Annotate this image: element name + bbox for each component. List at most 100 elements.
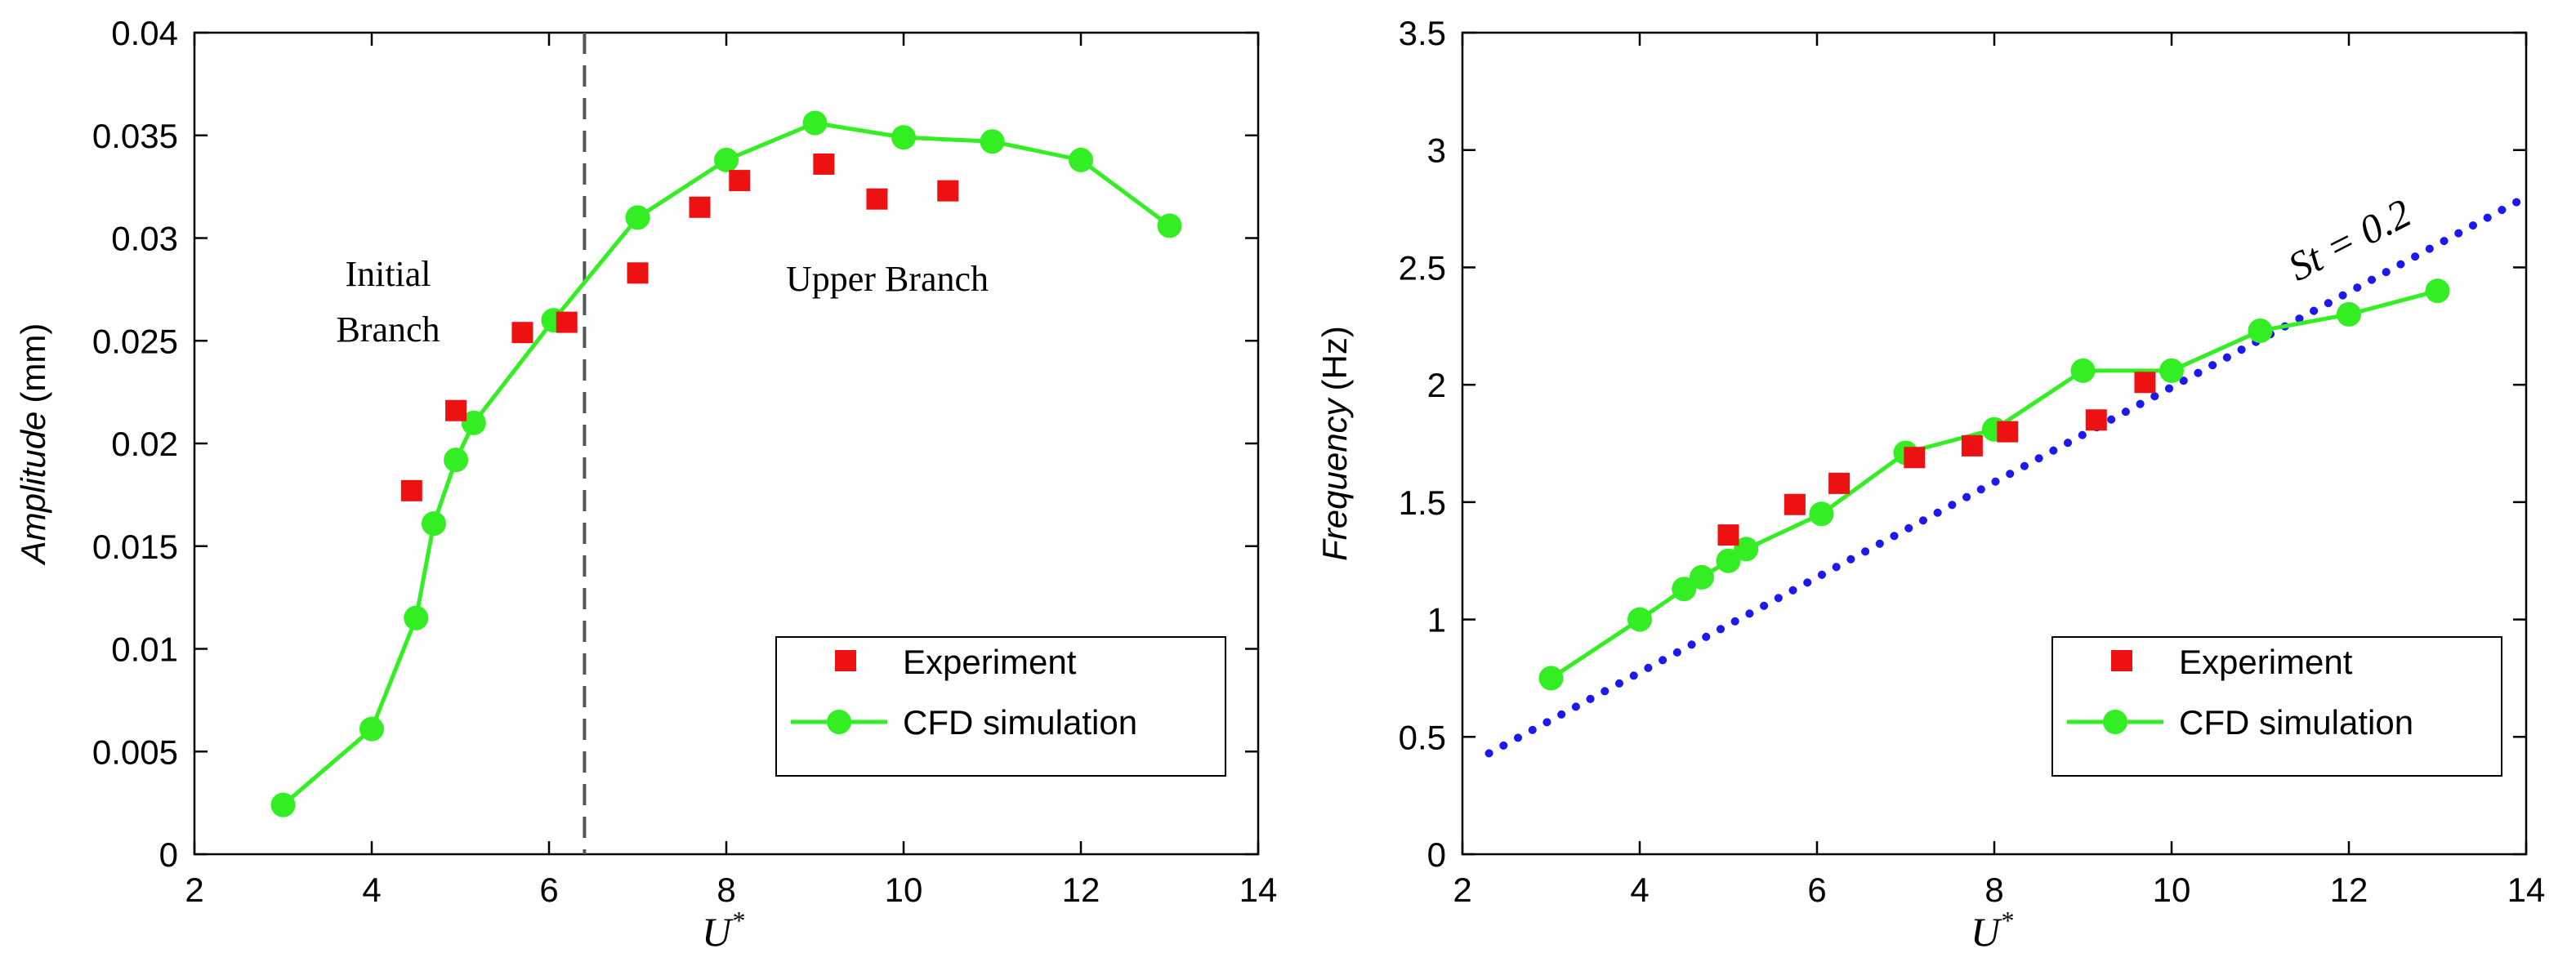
amplitude-cfd-point bbox=[1157, 213, 1182, 238]
amplitude-cfd-point bbox=[1069, 147, 1093, 172]
amplitude-x-tick-label: 4 bbox=[362, 871, 381, 909]
frequency-x-axis-label-sup: * bbox=[2000, 906, 2013, 935]
frequency-cfd-series bbox=[1538, 278, 2450, 691]
amplitude-y-axis-label: Amplitude (mm) bbox=[14, 323, 52, 567]
amplitude-x-axis-label-sup: * bbox=[731, 906, 744, 935]
frequency-y-tick-label: 2 bbox=[1427, 366, 1446, 404]
frequency-x-tick-label: 12 bbox=[2330, 871, 2368, 909]
frequency-legend-cfd-label: CFD simulation bbox=[2179, 703, 2413, 742]
frequency-y-tick-label: 1.5 bbox=[1399, 483, 1446, 522]
frequency-x-tick-label: 10 bbox=[2153, 871, 2191, 909]
amplitude-y-tick-label: 0.035 bbox=[92, 117, 178, 155]
initial-branch-annotation-line2: Branch bbox=[336, 310, 440, 350]
frequency-x-tick-label: 14 bbox=[2507, 871, 2546, 909]
amplitude-x-tick-label: 12 bbox=[1062, 871, 1100, 909]
frequency-x-tick-label: 8 bbox=[1984, 871, 2003, 909]
amplitude-cfd-point bbox=[359, 716, 384, 742]
amplitude-x-tick-label: 6 bbox=[539, 871, 558, 909]
frequency-cfd-point bbox=[1627, 607, 1652, 632]
frequency-experiment-point bbox=[1997, 421, 2019, 443]
frequency-experiment-point bbox=[1717, 524, 1739, 546]
amplitude-cfd-point bbox=[802, 110, 828, 136]
initial-branch-annotation: Initial bbox=[345, 254, 431, 294]
frequency-x-tick-label: 2 bbox=[1453, 871, 1471, 909]
amplitude-cfd-point bbox=[270, 792, 296, 817]
amplitude-legend-experiment-marker bbox=[835, 650, 856, 671]
frequency-experiment-point bbox=[1784, 493, 1806, 515]
amplitude-x-axis-label: U* bbox=[702, 906, 744, 955]
amplitude-cfd-point bbox=[404, 605, 429, 630]
amplitude-cfd-line bbox=[281, 121, 1171, 807]
amplitude-experiment-point bbox=[866, 188, 888, 210]
upper-branch-annotation: Upper Branch bbox=[786, 259, 989, 299]
frequency-y-tick-label: 0 bbox=[1427, 835, 1446, 874]
amplitude-cfd-point bbox=[891, 125, 916, 150]
frequency-experiment-point bbox=[2134, 372, 2156, 394]
frequency-x-axis-ticks: 2 4 6 8 10 12 14 bbox=[1453, 33, 2545, 909]
amplitude-y-tick-label: 0.04 bbox=[111, 14, 178, 52]
frequency-y-axis-ticks: 0 0.5 1 1.5 2 2.5 3 3.5 bbox=[1399, 14, 2526, 874]
amplitude-y-tick-label: 0.01 bbox=[111, 630, 178, 669]
frequency-x-axis-label-main: U bbox=[1971, 909, 2002, 955]
amplitude-y-tick-label: 0.025 bbox=[92, 322, 178, 360]
amplitude-experiment-point bbox=[937, 180, 959, 202]
frequency-y-axis-label-unit: (Hz) bbox=[1315, 326, 1354, 390]
frequency-x-axis-label: U* bbox=[1971, 906, 2013, 955]
amplitude-x-tick-label: 14 bbox=[1239, 871, 1278, 909]
strouhal-line bbox=[1484, 193, 2530, 758]
amplitude-cfd-point bbox=[461, 410, 486, 435]
amplitude-legend: Experiment CFD simulation bbox=[775, 636, 1226, 777]
frequency-y-axis-label: Frequency (Hz) bbox=[1315, 326, 1354, 561]
amplitude-cfd-point bbox=[625, 205, 650, 230]
amplitude-legend-experiment-label: Experiment bbox=[903, 643, 1077, 681]
frequency-legend-experiment-label: Experiment bbox=[2179, 643, 2353, 681]
frequency-experiment-point bbox=[1828, 472, 1851, 494]
amplitude-y-tick-label: 0.015 bbox=[92, 528, 178, 566]
frequency-cfd-point bbox=[1809, 501, 1834, 527]
frequency-x-tick-label: 4 bbox=[1630, 871, 1649, 909]
frequency-legend-experiment-marker bbox=[2111, 650, 2132, 671]
amplitude-experiment-point bbox=[627, 262, 649, 284]
amplitude-x-tick-label: 2 bbox=[185, 871, 203, 909]
amplitude-cfd-point bbox=[980, 129, 1005, 154]
amplitude-x-axis-ticks: 2 4 6 8 10 12 14 bbox=[185, 33, 1277, 909]
frequency-x-tick-label: 6 bbox=[1807, 871, 1826, 909]
amplitude-x-axis-label-main: U bbox=[702, 909, 734, 955]
frequency-legend: Experiment CFD simulation bbox=[2051, 636, 2502, 777]
frequency-experiment-point bbox=[2085, 409, 2107, 431]
frequency-y-tick-label: 3 bbox=[1427, 131, 1446, 170]
amplitude-experiment-point bbox=[689, 196, 711, 218]
amplitude-y-axis-label-italic: Amplitude bbox=[14, 412, 52, 567]
amplitude-experiment-point bbox=[729, 170, 751, 192]
amplitude-x-tick-label: 8 bbox=[717, 871, 735, 909]
amplitude-y-tick-label: 0 bbox=[159, 835, 178, 874]
frequency-experiment-point bbox=[1961, 434, 1983, 457]
frequency-cfd-point bbox=[2159, 358, 2184, 383]
frequency-cfd-point bbox=[1672, 577, 1697, 602]
frequency-chart: 00.511.522.533.5 2 4 6 8 10 12 14 St = 0.2 Exp… bbox=[1315, 14, 2545, 955]
amplitude-legend-cfd-label: CFD simulation bbox=[903, 703, 1137, 742]
frequency-cfd-point bbox=[2248, 318, 2273, 344]
frequency-experiment-series bbox=[1717, 372, 2156, 546]
frequency-y-tick-label: 3.5 bbox=[1399, 14, 1446, 52]
frequency-cfd-point bbox=[1734, 537, 1759, 562]
amplitude-y-axis-label-unit: (mm) bbox=[14, 323, 52, 403]
amplitude-legend-cfd-marker bbox=[827, 710, 851, 734]
amplitude-experiment-point bbox=[556, 311, 578, 333]
amplitude-chart: 0 0.005 0.01 0.015 0.02 0.025 0.03 0.035 0.04 2 4… bbox=[14, 14, 1277, 955]
frequency-cfd-point bbox=[1538, 666, 1564, 691]
amplitude-y-axis-ticks: 0 0.005 0.01 0.015 0.02 0.025 0.03 0.035 0.04 bbox=[92, 14, 1258, 874]
frequency-cfd-point bbox=[2337, 301, 2361, 327]
frequency-cfd-point bbox=[1689, 564, 1714, 590]
frequency-y-tick-label: 2.5 bbox=[1399, 248, 1446, 287]
amplitude-experiment-point bbox=[511, 322, 534, 344]
amplitude-y-tick-label: 0.02 bbox=[111, 425, 178, 463]
frequency-cfd-point bbox=[2070, 358, 2096, 383]
amplitude-experiment-series bbox=[400, 153, 959, 501]
amplitude-cfd-series bbox=[270, 110, 1182, 817]
frequency-experiment-point bbox=[1904, 447, 1926, 469]
amplitude-experiment-point bbox=[400, 479, 422, 501]
amplitude-y-tick-label: 0.03 bbox=[111, 220, 178, 258]
amplitude-cfd-point bbox=[444, 448, 469, 473]
